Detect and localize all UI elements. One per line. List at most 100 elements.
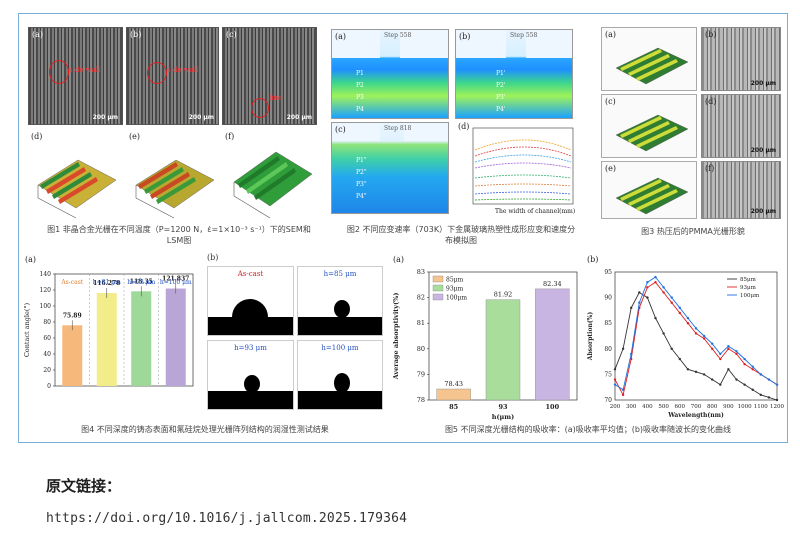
data-point: [654, 316, 657, 320]
data-point: [621, 388, 625, 391]
bar: [535, 288, 570, 401]
fig5a-bar-chart: (a) 78 79 80 81 82 83 Average absorptivity(%) 78…: [392, 255, 578, 421]
data-point: [678, 311, 681, 315]
point-label: P3": [356, 181, 367, 188]
y-axis-label: Contact angle(°): [23, 302, 31, 357]
bar: [436, 388, 471, 401]
point-label: P1': [496, 70, 506, 77]
data-point: [735, 352, 738, 356]
fig1-label-f: (f): [225, 132, 235, 141]
fig1-label-a: (a): [32, 30, 44, 39]
data-point: [630, 352, 633, 356]
point-label: P3: [356, 94, 364, 101]
x-tick-label: 800: [707, 404, 718, 410]
fig2-sim-c: (c) Step 818 P1" P2" P3" P4": [331, 122, 449, 214]
droplet-label: h=93 μm: [234, 344, 267, 352]
x-tick-label: 900: [723, 404, 734, 410]
y-tick-label: 120: [40, 287, 52, 294]
data-point: [751, 368, 754, 371]
y-tick-label: 0: [47, 383, 51, 390]
legend-label: 100μm: [446, 295, 467, 302]
source-link-url[interactable]: https://doi.org/10.1016/j.jallcom.2025.1…: [46, 511, 408, 526]
category-label: 93: [498, 403, 508, 411]
data-point: [613, 378, 617, 381]
y-tick-label: 40: [43, 351, 51, 358]
bar-value-label: 121.837: [162, 276, 189, 283]
data-point: [702, 334, 706, 338]
droplet-label: h=85 μm: [323, 270, 357, 278]
data-point: [759, 373, 762, 376]
category-label: h=81 μm: [93, 279, 121, 286]
y-tick-label: 140: [40, 271, 52, 278]
data-point: [702, 373, 706, 376]
y-tick-label: 82: [417, 294, 425, 302]
fig2-caption: 图2 不同应变速率（703K）下金属玻璃热塑性成形应变和速度分 布模拟图: [325, 224, 597, 246]
fig2-profile-plot: The width of channel(mm): [472, 127, 575, 215]
y-tick-label: 90: [604, 295, 612, 302]
data-point: [735, 378, 738, 381]
fig1-sem-b: (b) side wall 200 μm: [126, 27, 219, 125]
lsm-surface-plot: [37, 159, 117, 219]
lsm-surface-plot: [135, 159, 215, 219]
fig2-step-c: Step 818: [384, 125, 412, 132]
x-tick-label: 200: [610, 404, 621, 410]
fig2-sim-b: (b) Step 558 P1' P2' P3' P4': [455, 29, 573, 119]
bar: [96, 292, 117, 386]
data-point: [662, 291, 665, 294]
fig2-step-b: Step 558: [510, 32, 538, 39]
category-label: h=93 μm: [127, 279, 155, 286]
scale-label: 200 μm: [750, 147, 776, 154]
y-axis-label: Absorption(%): [587, 312, 594, 362]
fig5-label-a: (a): [393, 255, 404, 264]
fig2-label-a: (a): [335, 32, 347, 41]
fig2-label-c: (c): [335, 125, 346, 134]
data-point: [711, 347, 714, 350]
x-tick-label: 700: [691, 404, 702, 410]
fig1-label-c: (c): [226, 30, 237, 39]
droplet-label: As-cast: [237, 270, 264, 278]
y-tick-label: 83: [417, 268, 425, 276]
scale-label: 200 μm: [188, 114, 214, 121]
x-tick-label: 500: [658, 404, 669, 410]
annotation-ring: [49, 60, 69, 84]
point-label: P4': [496, 106, 506, 113]
data-point: [711, 342, 714, 345]
fig1-caption-line1: 图1 非晶合金光栅在不同温度（P=1200 N，ε̇=1×10⁻³ s⁻¹）下的…: [47, 225, 311, 234]
x-tick-label: 300: [626, 404, 637, 410]
y-tick-label: 78: [417, 396, 425, 404]
data-point: [694, 332, 698, 335]
droplet-photo-93: h=93 μm: [207, 340, 294, 410]
scale-label: 200 μm: [750, 208, 776, 215]
data-point: [719, 357, 722, 361]
y-tick-label: 85: [604, 320, 612, 327]
fig5-chart-a: (a) 78 79 80 81 82 83 Average absorptivity(%) 78…: [389, 252, 585, 422]
y-tick-label: 60: [43, 335, 51, 342]
data-point: [767, 378, 771, 381]
y-tick-label: 100: [40, 303, 52, 310]
data-point: [775, 383, 779, 386]
figure-collage: (a) side wall 200 μm (b) side wall 200 μ…: [18, 13, 788, 443]
pmma-3d-plot: [615, 47, 689, 85]
droplet-photo-ascast: As-cast: [207, 266, 294, 336]
annotation-line: line: [269, 94, 283, 102]
lsm-surface-plot: [233, 151, 313, 219]
fig5-chart-b: (b) 70 75 80 85 90 95 200 300 400 500 600 700 800 900 1…: [585, 252, 785, 422]
source-link-title: 原文链接：: [46, 477, 122, 495]
fig3-sem-d: (d) 200 μm: [701, 94, 781, 158]
fig3-caption: 图3 热压后的PMMA光栅形貌: [641, 227, 745, 236]
fig2-step-a: Step 558: [384, 32, 412, 39]
legend-label: 85μm: [740, 277, 757, 283]
y-tick-label: 79: [417, 370, 425, 378]
point-label: P2': [496, 82, 506, 89]
bar: [62, 325, 83, 386]
data-point: [743, 357, 746, 361]
data-point: [638, 291, 641, 294]
y-tick-label: 70: [604, 397, 612, 404]
y-tick-label: 20: [43, 367, 51, 374]
fig1-label-e: (e): [129, 132, 140, 141]
annotation-ring: [251, 98, 269, 118]
data-point: [743, 383, 746, 386]
category-label: h=100 μm: [160, 279, 192, 286]
data-point: [621, 393, 625, 397]
data-point: [751, 365, 754, 368]
